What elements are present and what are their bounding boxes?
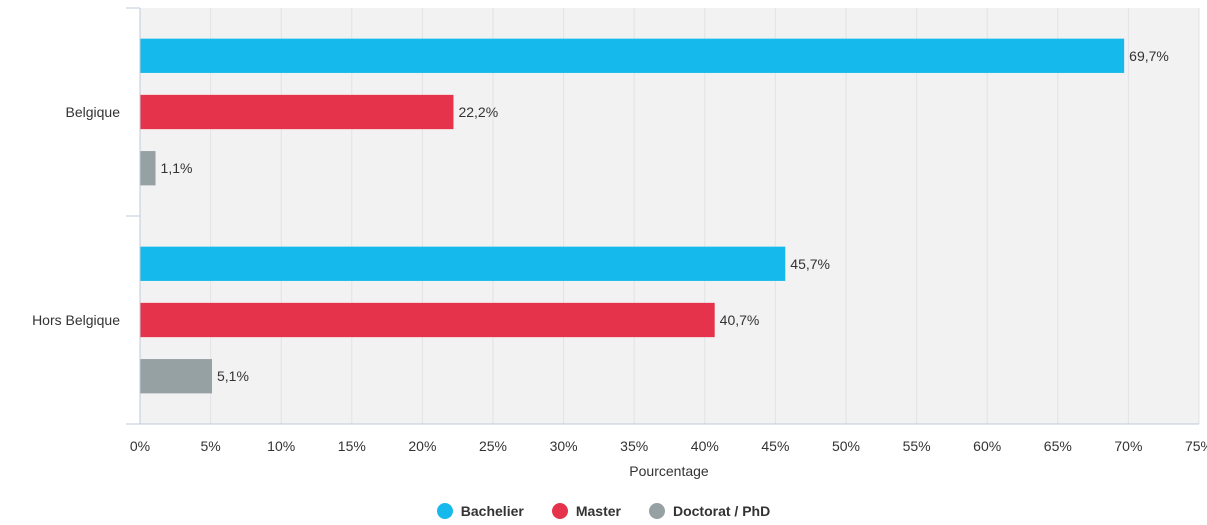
x-tick-label: 45% xyxy=(761,438,789,454)
x-tick-label: 10% xyxy=(267,438,295,454)
legend-label: Bachelier xyxy=(460,503,524,519)
legend-swatch-master xyxy=(551,503,568,519)
legend-label: Doctorat / PhD xyxy=(672,503,771,519)
x-tick-label: 65% xyxy=(1044,438,1072,454)
bars xyxy=(140,38,1125,394)
data-label: 69,7% xyxy=(1129,48,1169,64)
x-tick-label: 20% xyxy=(408,438,436,454)
y-category-label: Belgique xyxy=(66,104,121,120)
legend: Bachelier Master Doctorat / PhD xyxy=(0,503,1207,519)
bar-bachelier[interactable] xyxy=(140,38,1125,73)
x-tick-label: 75% xyxy=(1185,438,1207,454)
gridlines xyxy=(139,8,1200,424)
data-label: 5,1% xyxy=(217,368,249,384)
x-tick-label: 25% xyxy=(479,438,507,454)
bar-master[interactable] xyxy=(140,302,715,338)
legend-label: Master xyxy=(575,503,621,519)
x-tick-label: 40% xyxy=(691,438,719,454)
data-labels: 69,7% 22,2% 1,1% 45,7% 40,7% 5,1% xyxy=(161,48,1169,384)
y-category-label: Hors Belgique xyxy=(32,312,120,328)
legend-item-doctorat[interactable]: Doctorat / PhD xyxy=(648,503,771,519)
plot-background xyxy=(140,8,1199,424)
x-axis-title: Pourcentage xyxy=(629,463,709,479)
x-tick-label: 60% xyxy=(973,438,1001,454)
bar-doctorat-phd[interactable] xyxy=(140,151,156,186)
x-tick-label: 50% xyxy=(832,438,860,454)
legend-swatch-bachelier xyxy=(436,503,453,519)
x-tick-label: 0% xyxy=(130,438,150,454)
x-tick-label: 55% xyxy=(903,438,931,454)
data-label: 1,1% xyxy=(161,160,193,176)
legend-item-master[interactable]: Master xyxy=(551,503,621,519)
bar-doctorat-phd[interactable] xyxy=(140,359,213,394)
x-tick-label: 30% xyxy=(550,438,578,454)
bar-chart: 69,7% 22,2% 1,1% 45,7% 40,7% 5,1% 0% 5% 10% 15% 2… xyxy=(32,7,1207,479)
x-tick-label: 15% xyxy=(338,438,366,454)
data-label: 40,7% xyxy=(720,312,760,328)
axes: 0% 5% 10% 15% 20% 25% 30% 35% 40% 45% 50% 55% 60% 65%… xyxy=(32,7,1207,454)
legend-swatch-doctorat xyxy=(648,503,665,519)
data-label: 22,2% xyxy=(458,104,498,120)
x-tick-label: 70% xyxy=(1114,438,1142,454)
bar-bachelier[interactable] xyxy=(140,246,786,281)
x-tick-label: 35% xyxy=(620,438,648,454)
x-tick-label: 5% xyxy=(200,438,220,454)
bar-master[interactable] xyxy=(140,94,454,130)
data-label: 45,7% xyxy=(790,256,830,272)
legend-item-bachelier[interactable]: Bachelier xyxy=(436,503,524,519)
